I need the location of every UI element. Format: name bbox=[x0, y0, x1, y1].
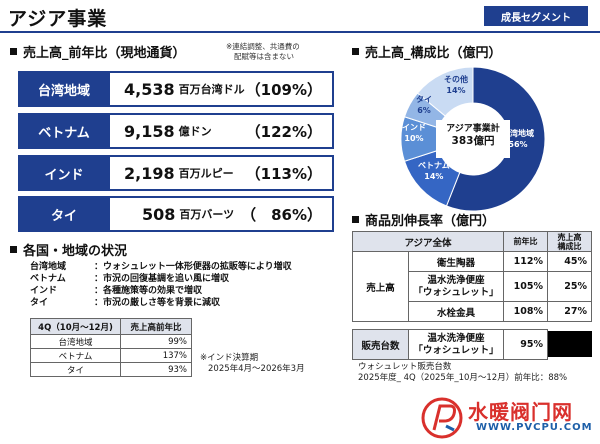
revenue-value: 4,538 bbox=[124, 79, 175, 99]
segment-tag: 成長セグメント bbox=[484, 6, 588, 26]
revenue-row-label: ベトナム bbox=[18, 113, 110, 149]
status-row: 台湾地域 ：ウォシュレット一体形便器の拡販等により増収 bbox=[30, 262, 292, 272]
revenue-unit: 億ドン bbox=[178, 125, 212, 138]
revenue-unit: 百万台湾ドル bbox=[178, 83, 245, 96]
table-row: 台湾地域 99% bbox=[30, 334, 192, 349]
revenue-row-label: 台湾地域 bbox=[18, 71, 110, 107]
revenue-row-india: インド 2,198 百万ルピー （113%） bbox=[18, 155, 334, 191]
bullet-square-icon bbox=[352, 48, 359, 55]
revenue-row-label: インド bbox=[18, 155, 110, 191]
composition-donut-chart: アジア事業計 383億円 台湾地域 56% ベトナム 14% インド 10% タ… bbox=[398, 64, 548, 214]
watermark-text: 水暖阀门网 bbox=[468, 400, 573, 424]
table-header-row: アジア全体 前年比 売上高 構成比 bbox=[352, 231, 592, 252]
table-row: 水栓金具 108% 27% bbox=[353, 301, 592, 322]
table-row: 売上高 衛生陶器 112% 45% bbox=[352, 251, 592, 322]
india-fiscal-note: ※インド決算期 2025年4月～2026年3月 bbox=[200, 353, 305, 374]
table-row: タイ 93% bbox=[30, 362, 192, 377]
washlet-units-note: ウォシュレット販売台数 2025年度_ 4Q（2025年_10月～12月）前年比… bbox=[358, 362, 568, 383]
watermark-logo-icon bbox=[421, 397, 463, 439]
status-row: インド ：各種施策等の効果で増収 bbox=[30, 286, 203, 296]
status-heading: 各国・地域の状況 bbox=[10, 240, 127, 259]
table-row: 販売台数 温水洗浄便座 「ウォシュレット」 95% bbox=[352, 329, 548, 360]
q4-yoy-table: 4Q（10月～12月) 売上高前年比 台湾地域 99% ベトナム 137% タイ… bbox=[30, 318, 192, 377]
donut-center-label: アジア事業計 383億円 bbox=[436, 120, 510, 158]
bullet-square-icon bbox=[352, 216, 359, 223]
revenue-unit: 百万バーツ bbox=[179, 208, 235, 221]
revenue-yoy: （122%） bbox=[245, 122, 322, 141]
page-title: アジア事業 bbox=[8, 8, 108, 30]
status-row: タイ ：市況の厳しさ等を背景に減収 bbox=[30, 298, 221, 308]
revenue-yoy: （ 86%） bbox=[241, 205, 322, 224]
product-growth-table: アジア全体 前年比 売上高 構成比 売上高 衛生陶器 112% 45% 温水洗浄… bbox=[352, 231, 592, 322]
revenue-yoy: （113%） bbox=[245, 164, 322, 183]
table-row: ベトナム 137% bbox=[30, 348, 192, 363]
title-divider bbox=[0, 31, 600, 33]
watermark-url: WWW.PVCPU.COM bbox=[476, 422, 593, 433]
unit-sales-table: 販売台数 温水洗浄便座 「ウォシュレット」 95% bbox=[352, 329, 548, 360]
revenue-heading: 売上高_前年比（現地通貨） bbox=[10, 42, 186, 61]
composition-heading: 売上高_構成比（億円） bbox=[352, 42, 502, 61]
revenue-yoy: （109%） bbox=[245, 80, 322, 99]
donut-svg bbox=[400, 66, 546, 212]
redacted-cell bbox=[548, 331, 592, 357]
status-row: ベトナム ：市況の回復基調を追い風に増収 bbox=[30, 274, 230, 284]
revenue-unit: 百万ルピー bbox=[178, 167, 234, 180]
revenue-value: 508 bbox=[142, 204, 176, 224]
revenue-row-label: タイ bbox=[18, 196, 110, 232]
table-header: 4Q（10月～12月) bbox=[30, 318, 121, 335]
bullet-square-icon bbox=[10, 48, 17, 55]
revenue-value: 9,158 bbox=[124, 121, 175, 141]
products-heading: 商品別伸長率（億円） bbox=[352, 210, 495, 229]
slice-label-other: その他 14% bbox=[444, 75, 468, 95]
bullet-square-icon bbox=[10, 246, 17, 253]
slice-label-taiwan: 台湾地域 56% bbox=[502, 129, 534, 149]
donut-slice bbox=[416, 66, 474, 117]
revenue-row-thailand: タイ 508 百万バーツ （ 86%） bbox=[18, 196, 334, 232]
revenue-row-vietnam: ベトナム 9,158 億ドン （122%） bbox=[18, 113, 334, 149]
revenue-value: 2,198 bbox=[124, 163, 175, 183]
status-list: 台湾地域 ：ウォシュレット一体形便器の拡販等により増収 ベトナム ：市況の回復基調を… bbox=[30, 261, 292, 309]
slice-label-vietnam: ベトナム 14% bbox=[418, 161, 450, 181]
site-watermark: 水暖阀门网 WWW.PVCPU.COM bbox=[420, 396, 596, 440]
slice-label-thailand: タイ 6% bbox=[416, 95, 432, 115]
slice-label-india: インド 10% bbox=[402, 123, 426, 143]
revenue-note: ※連結調整、共通費の 配賦等は含まない bbox=[226, 42, 300, 61]
revenue-row-taiwan: 台湾地域 4,538 百万台湾ドル （109%） bbox=[18, 71, 334, 107]
table-header: 売上高前年比 bbox=[120, 318, 192, 335]
